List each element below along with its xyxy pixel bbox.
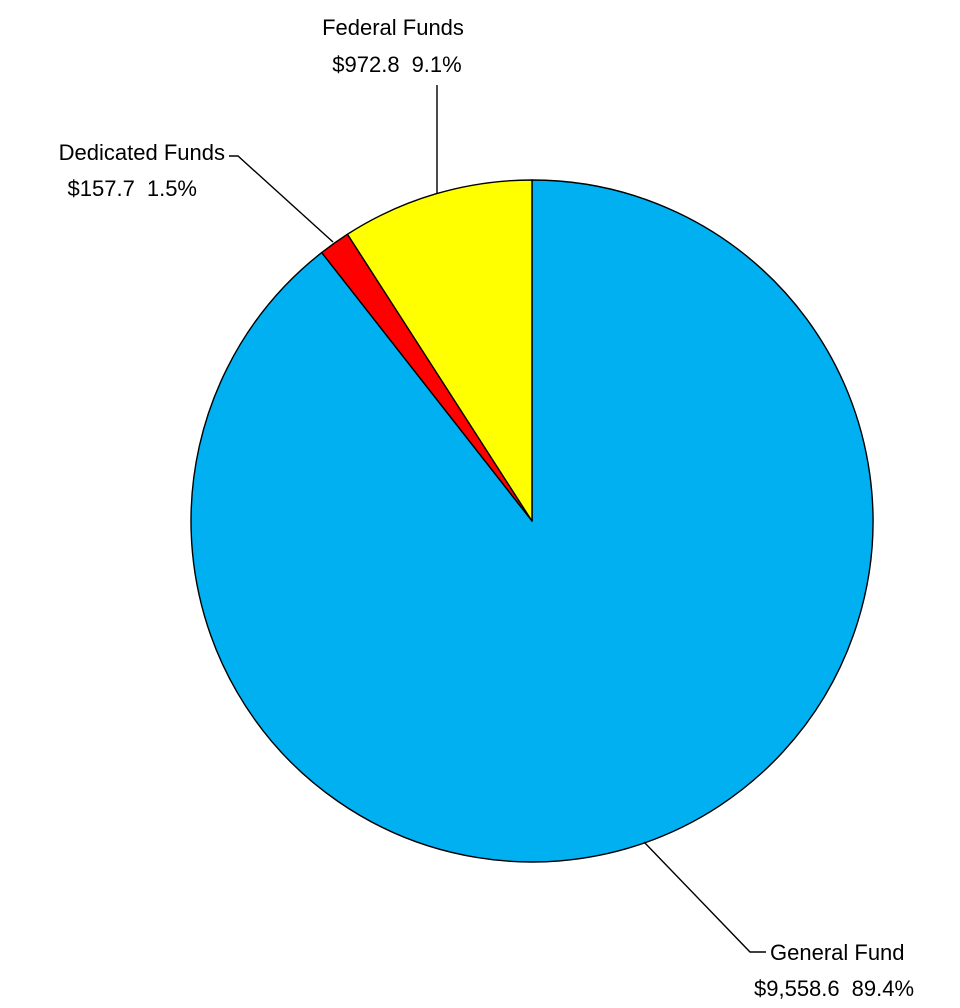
pie-slice-federal-funds [346,179,533,522]
slice-percent-label-federal-funds: 9.1% [412,52,462,77]
slice-percent-label-dedicated-funds: 1.5% [147,176,197,201]
slice-label-value-federal-funds: $972.8 9.1% [332,52,461,77]
slice-labels: General Fund $9,558.6 89.4% Dedicated Funds… [59,15,914,1001]
slice-label-value-dedicated-funds: $157.7 1.5% [68,176,197,201]
slice-label-name-federal-funds: Federal Funds [322,15,464,40]
slice-percent-label-general-fund: 89.4% [852,976,914,1001]
leader-line-dedicated-funds [229,155,334,243]
slice-value-label-federal-funds: $972.8 [332,52,399,77]
slice-label-name-general-fund: General Fund [770,940,905,965]
leader-lines [229,85,766,953]
slice-label-value-general-fund: $9,558.6 89.4% [754,976,914,1001]
slice-value-label-dedicated-funds: $157.7 [68,176,135,201]
slice-label-name-dedicated-funds: Dedicated Funds [59,140,225,165]
leader-line-general-fund [643,841,766,953]
pie-slices [190,179,874,863]
slice-value-label-general-fund: $9,558.6 [754,976,840,1001]
